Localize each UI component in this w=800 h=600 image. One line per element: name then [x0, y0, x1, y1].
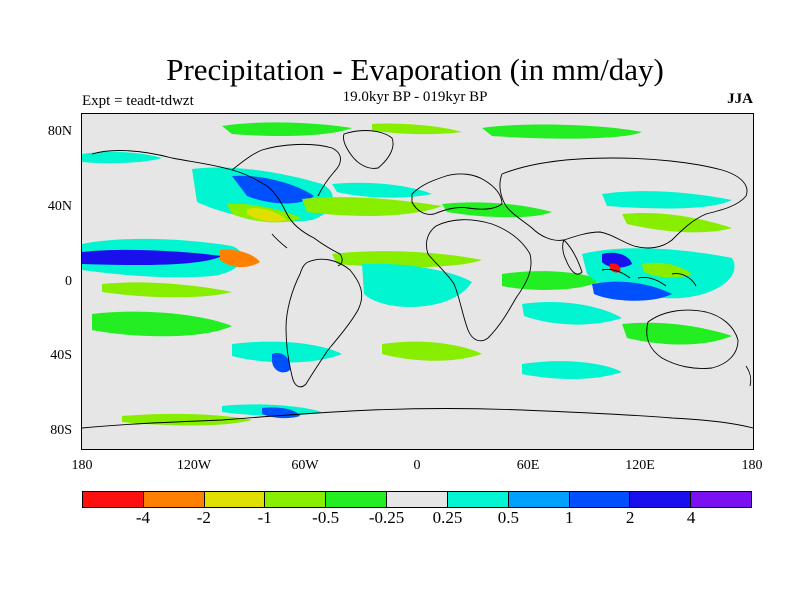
- colorbar-tick-label: 0.25: [432, 508, 463, 527]
- colorbar-tick-label: -4: [135, 508, 150, 527]
- coast-africa: [425, 219, 532, 342]
- field-eq-pacific-orange: [220, 249, 260, 268]
- field-mc-blue: [592, 281, 672, 301]
- coast-indonesia: [601, 269, 697, 287]
- coast-south-america: [285, 258, 363, 388]
- field-arctic-green-2: [482, 124, 642, 139]
- field-arctic-green: [222, 122, 352, 136]
- field-eq-pacific-blue: [82, 249, 222, 266]
- lon-label-60e: 60E: [516, 458, 540, 473]
- lon-label-0: 0: [413, 458, 421, 473]
- lat-label-80s: 80S: [50, 423, 72, 438]
- lat-label-80n: 80N: [47, 124, 72, 139]
- anomaly-fields: [82, 122, 735, 426]
- colorbar-tick-label: -2: [196, 508, 211, 527]
- coast-antarctica: [82, 408, 753, 429]
- lon-label-120w: 120W: [176, 458, 212, 473]
- coast-north-america: [91, 143, 343, 267]
- field-north-cyan: [82, 151, 162, 164]
- colorbar-tick-label: 2: [625, 508, 635, 527]
- colorbar-tick-label: -0.25: [368, 508, 405, 527]
- experiment-label: Expt = teadt-tdwzt: [82, 93, 194, 109]
- colorbar-tick-label: -0.5: [312, 508, 340, 527]
- lat-label-40n: 40N: [47, 199, 72, 214]
- coast-greenland: [343, 130, 394, 169]
- field-eq-atlantic-green: [332, 251, 482, 268]
- lon-label-180e: 180: [741, 458, 763, 473]
- lat-label-equator: 0: [65, 274, 72, 289]
- colorbar-segment: [204, 492, 266, 507]
- field-arctic-lime: [372, 123, 462, 135]
- coast-asia: [499, 157, 748, 249]
- field-indian-cyan: [522, 301, 622, 325]
- coast-india: [562, 239, 583, 275]
- field-indian-green: [502, 271, 602, 290]
- colorbar: [82, 491, 752, 508]
- colorbar-segment: [265, 492, 327, 507]
- colorbar-segment: [326, 492, 388, 507]
- colorbar-segment: [569, 492, 631, 507]
- field-europe-green: [442, 202, 552, 218]
- coast-australia: [646, 309, 739, 369]
- field-patagonia-blue: [272, 352, 291, 373]
- lat-label-40s: 40S: [50, 348, 72, 363]
- field-southern-green-3: [622, 322, 732, 345]
- field-southern-green-1: [92, 311, 232, 337]
- colorbar-segment: [447, 492, 509, 507]
- coast-europe: [411, 173, 503, 215]
- field-mc-purple: [602, 252, 632, 268]
- field-na-blue: [232, 175, 314, 204]
- colorbar-tick-label: 1: [565, 508, 574, 527]
- field-na-yellow: [247, 208, 287, 222]
- field-southern-cyan-1: [232, 341, 342, 363]
- colorbar-segment: [691, 492, 751, 507]
- field-atlantic-cyan: [332, 182, 432, 198]
- chart-subtitle: 19.0kyr BP - 019kyr BP: [342, 89, 488, 105]
- map-plot-area: [81, 113, 754, 450]
- field-eq-green-south: [102, 282, 232, 298]
- coast-new-zealand: [745, 365, 752, 387]
- field-southern-green-2: [382, 341, 482, 361]
- season-label: JJA: [727, 91, 753, 107]
- chart-title: Precipitation - Evaporation (in mm/day): [166, 52, 664, 87]
- field-asia-cyan: [602, 191, 732, 209]
- field-asia-green: [622, 212, 732, 233]
- lon-label-180w: 180: [71, 458, 93, 473]
- coastlines: [82, 130, 753, 429]
- field-atlantic-green: [302, 197, 442, 216]
- field-southern-cyan-2: [522, 361, 622, 379]
- colorbar-segment: [387, 492, 448, 507]
- colorbar-tick-label: 4: [686, 508, 696, 527]
- colorbar-tick-label: 0.5: [497, 508, 519, 527]
- field-antarctic-blue: [262, 407, 300, 419]
- colorbar-segment: [143, 492, 205, 507]
- lon-label-60w: 60W: [291, 458, 319, 473]
- colorbar-segment: [630, 492, 692, 507]
- colorbar-segment: [83, 492, 144, 507]
- colorbar-segment: [508, 492, 570, 507]
- colorbar-tick-label: -1: [257, 508, 272, 527]
- lon-label-120e: 120E: [625, 458, 655, 473]
- field-eq-atlantic-cyan: [362, 263, 472, 307]
- precipitation-evaporation-map: [82, 122, 753, 429]
